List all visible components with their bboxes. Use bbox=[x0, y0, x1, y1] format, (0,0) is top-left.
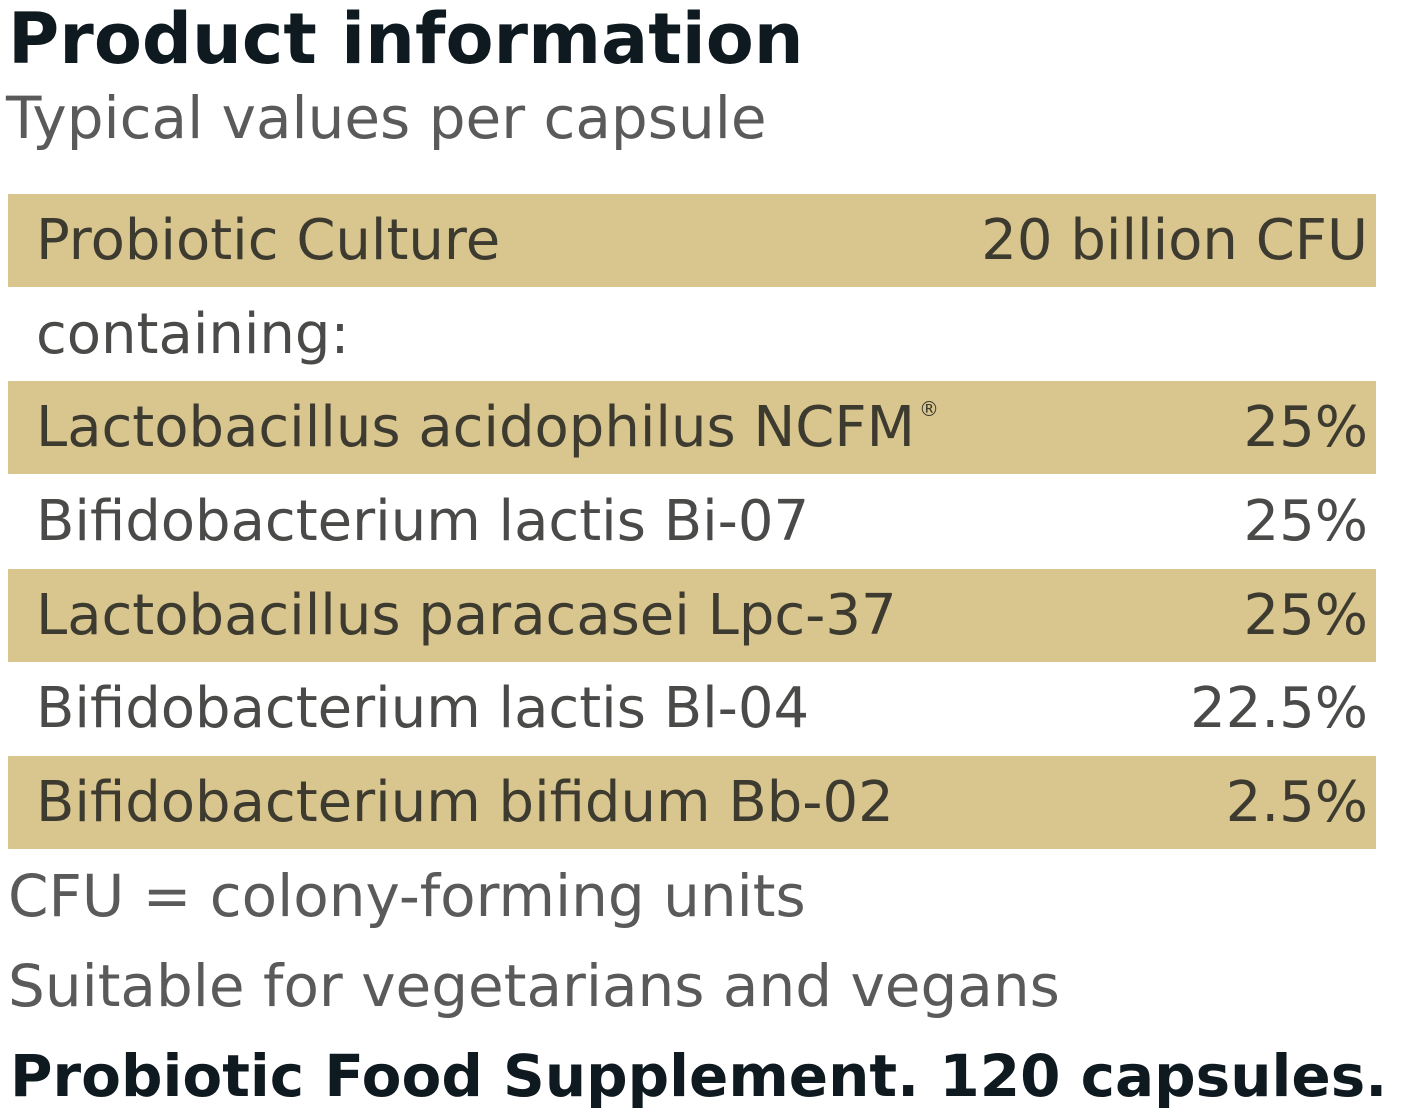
row-label: Lactobacillus paracasei Lpc-37 bbox=[36, 583, 897, 648]
product-summary: Probiotic Food Supplement. 120 capsules. bbox=[10, 1042, 1388, 1110]
row-value: 25% bbox=[1243, 583, 1368, 648]
table-row: Lactobacillus acidophilus NCFM ® 25% bbox=[8, 381, 1376, 474]
table-row: Bifidobacterium lactis Bl-04 22.5% bbox=[8, 662, 1376, 755]
table-row: Lactobacillus paracasei Lpc-37 25% bbox=[8, 569, 1376, 662]
row-value: 25% bbox=[1243, 489, 1368, 554]
row-value: 25% bbox=[1243, 395, 1368, 460]
row-label: containing: bbox=[36, 302, 350, 367]
table-row: Bifidobacterium lactis Bi-07 25% bbox=[8, 475, 1376, 568]
table-row: containing: bbox=[8, 288, 1376, 381]
row-value: 20 billion CFU bbox=[981, 208, 1368, 273]
row-label: Bifidobacterium lactis Bl-04 bbox=[36, 676, 810, 741]
table-row: Bifidobacterium bifidum Bb-02 2.5% bbox=[8, 756, 1376, 849]
row-label: Probiotic Culture bbox=[36, 208, 501, 273]
table-row: Probiotic Culture 20 billion CFU bbox=[8, 194, 1376, 287]
cfu-note: CFU = colony-forming units bbox=[8, 862, 806, 930]
row-value: 22.5% bbox=[1190, 676, 1368, 741]
page-title: Product information bbox=[8, 0, 804, 80]
row-value: 2.5% bbox=[1225, 770, 1368, 835]
diet-note: Suitable for vegetarians and vegans bbox=[8, 952, 1060, 1020]
row-label: Lactobacillus acidophilus NCFM ® bbox=[36, 395, 939, 460]
row-label: Bifidobacterium bifidum Bb-02 bbox=[36, 770, 894, 835]
registered-mark: ® bbox=[918, 397, 939, 421]
page-subtitle: Typical values per capsule bbox=[6, 84, 767, 152]
row-label: Bifidobacterium lactis Bi-07 bbox=[36, 489, 810, 554]
